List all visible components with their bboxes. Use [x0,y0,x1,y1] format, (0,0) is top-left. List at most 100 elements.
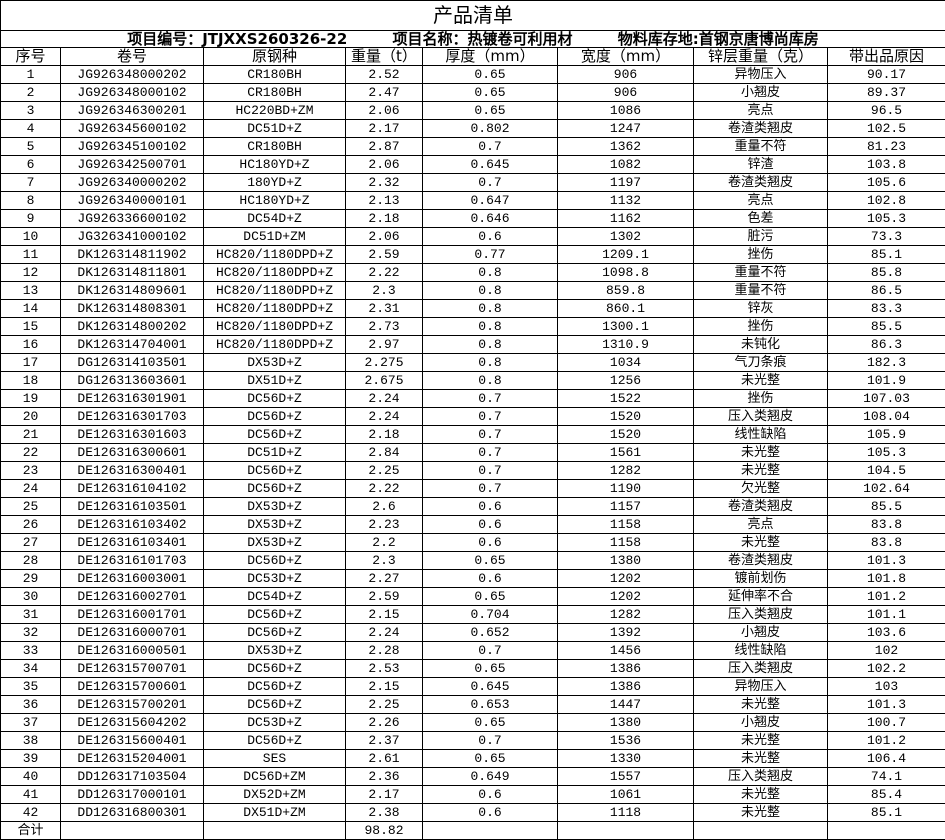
cell-width: 1118 [557,803,694,822]
column-header-thickness: 厚度（mm） [422,47,558,66]
table-row: 3 JG926346300201 HC220BD+ZM 2.06 0.65 1086 亮点 9… [0,101,945,120]
cell-coil-no: DE126316300601 [60,443,204,462]
cell-coil-no: DK126314808301 [60,299,204,318]
cell-width: 1300.1 [557,317,694,336]
cell-steel-grade: HC820/1180DPD+Z [203,335,346,354]
cell-thickness: 0.8 [422,299,558,318]
total-row: 合计 98.82 [0,821,945,840]
table-row: 23 DE126316300401 DC56D+Z 2.25 0.7 1282 未光整 104… [0,461,945,480]
cell-weight: 2.53 [345,659,423,678]
cell-thickness: 0.6 [422,227,558,246]
column-header-zinc-weight: 锌层重量（克） [693,47,828,66]
cell-steel-grade: DC53D+Z [203,713,346,732]
cell-weight: 2.59 [345,245,423,264]
cell-weight: 2.15 [345,605,423,624]
cell-weight: 2.06 [345,155,423,174]
cell-coil-no: DD126317103504 [60,767,204,786]
cell-reason: 85.5 [827,317,945,336]
cell-steel-grade: CR180BH [203,83,346,102]
cell-zinc-weight: 异物压入 [693,677,828,696]
cell-coil-no: DE126316001701 [60,605,204,624]
cell-reason: 103.8 [827,155,945,174]
empty-cell [693,821,828,840]
cell-seq: 26 [0,515,61,534]
table-row: 19 DE126316301901 DC56D+Z 2.24 0.7 1522 挫伤 107.… [0,389,945,408]
table-row: 32 DE126316000701 DC56D+Z 2.24 0.652 1392 小翘皮 1… [0,623,945,642]
cell-seq: 38 [0,731,61,750]
table-row: 39 DE126315204001 SES 2.61 0.65 1330 未光整 106.4 [0,749,945,768]
cell-zinc-weight: 挫伤 [693,317,828,336]
cell-zinc-weight: 压入类翘皮 [693,767,828,786]
cell-reason: 85.1 [827,245,945,264]
cell-weight: 2.06 [345,101,423,120]
cell-thickness: 0.6 [422,533,558,552]
cell-thickness: 0.65 [422,713,558,732]
cell-coil-no: JG926348000102 [60,83,204,102]
table-row: 33 DE126316000501 DX53D+Z 2.28 0.7 1456 线性缺陷 10… [0,641,945,660]
cell-steel-grade: DX51D+ZM [203,803,346,822]
cell-coil-no: JG926348000202 [60,65,204,84]
cell-width: 860.1 [557,299,694,318]
empty-cell [557,821,694,840]
cell-steel-grade: DC51D+Z [203,443,346,462]
table-row: 10 JG326341000102 DC51D+ZM 2.06 0.6 1302 脏污 73.… [0,227,945,246]
table-row: 35 DE126315700601 DC56D+Z 2.15 0.645 1386 异物压入… [0,677,945,696]
table-row: 20 DE126316301703 DC56D+Z 2.24 0.7 1520 压入类翘皮 1… [0,407,945,426]
cell-reason: 83.3 [827,299,945,318]
cell-steel-grade: HC180YD+Z [203,191,346,210]
column-header-coil-no: 卷号 [60,47,204,66]
cell-zinc-weight: 卷渣类翘皮 [693,173,828,192]
cell-zinc-weight: 重量不符 [693,263,828,282]
table-row: 6 JG926342500701 HC180YD+Z 2.06 0.645 1082 锌渣 1… [0,155,945,174]
cell-coil-no: JG326341000102 [60,227,204,246]
cell-seq: 3 [0,101,61,120]
cell-width: 1302 [557,227,694,246]
cell-weight: 2.24 [345,389,423,408]
cell-thickness: 0.65 [422,587,558,606]
cell-reason: 107.03 [827,389,945,408]
cell-weight: 2.675 [345,371,423,390]
cell-seq: 23 [0,461,61,480]
cell-steel-grade: DC56D+ZM [203,767,346,786]
cell-width: 1158 [557,515,694,534]
cell-zinc-weight: 压入类翘皮 [693,605,828,624]
cell-seq: 37 [0,713,61,732]
cell-thickness: 0.649 [422,767,558,786]
cell-reason: 101.8 [827,569,945,588]
cell-width: 1190 [557,479,694,498]
cell-reason: 182.3 [827,353,945,372]
column-header-reason: 带出品原因 [827,47,945,66]
cell-width: 1209.1 [557,245,694,264]
cell-steel-grade: HC820/1180DPD+Z [203,263,346,282]
cell-reason: 106.4 [827,749,945,768]
cell-zinc-weight: 锌渣 [693,155,828,174]
cell-width: 1202 [557,587,694,606]
cell-coil-no: DK126314809601 [60,281,204,300]
cell-weight: 2.38 [345,803,423,822]
table-row: 42 DD126316800301 DX51D+ZM 2.38 0.6 1118 未光整 85… [0,803,945,822]
cell-zinc-weight: 未光整 [693,695,828,714]
cell-weight: 2.3 [345,551,423,570]
cell-thickness: 0.645 [422,677,558,696]
cell-coil-no: DK126314704001 [60,335,204,354]
cell-thickness: 0.77 [422,245,558,264]
cell-thickness: 0.65 [422,749,558,768]
cell-steel-grade: SES [203,749,346,768]
cell-weight: 2.25 [345,461,423,480]
cell-steel-grade: DX53D+Z [203,641,346,660]
cell-width: 1247 [557,119,694,138]
cell-seq: 11 [0,245,61,264]
cell-weight: 2.2 [345,533,423,552]
cell-reason: 102.8 [827,191,945,210]
cell-zinc-weight: 小翘皮 [693,83,828,102]
cell-weight: 2.17 [345,119,423,138]
cell-zinc-weight: 重量不符 [693,281,828,300]
cell-seq: 19 [0,389,61,408]
cell-steel-grade: DX53D+Z [203,533,346,552]
cell-zinc-weight: 线性缺陷 [693,425,828,444]
cell-width: 1310.9 [557,335,694,354]
cell-coil-no: DE126316101703 [60,551,204,570]
table-row: 36 DE126315700201 DC56D+Z 2.25 0.653 1447 未光整 1… [0,695,945,714]
cell-thickness: 0.7 [422,173,558,192]
cell-width: 1330 [557,749,694,768]
